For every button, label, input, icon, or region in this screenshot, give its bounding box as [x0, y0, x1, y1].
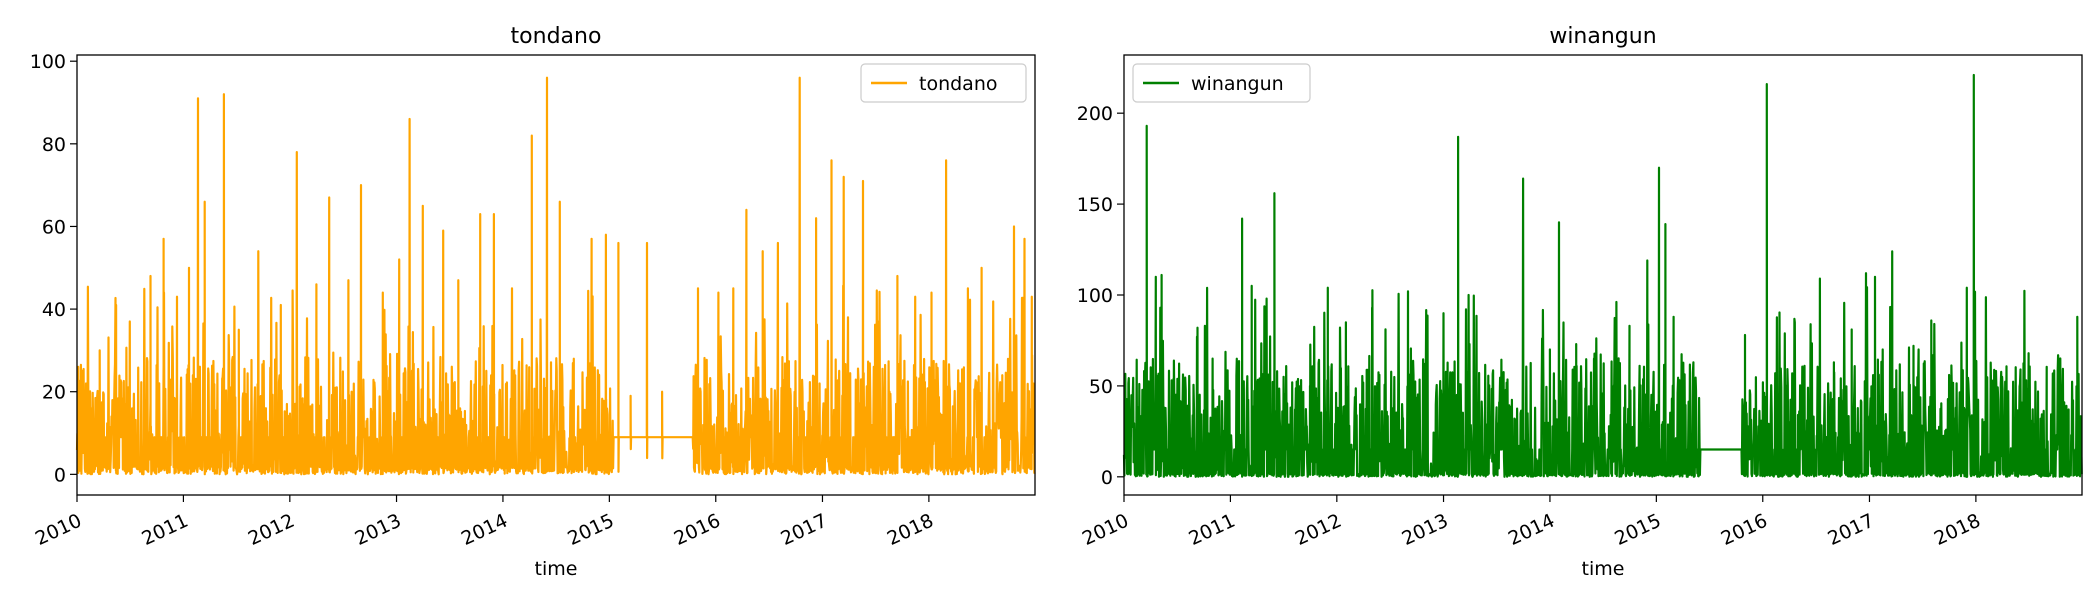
- x-axis: 2010 2011 2012 2013 2014 2015 2016 2017 2018: [1079, 495, 1984, 550]
- x-tick-label: 2016: [1718, 510, 1771, 550]
- x-tick-label: 2014: [1505, 510, 1558, 550]
- y-tick-label: 80: [42, 134, 66, 156]
- x-tick-label: 2010: [32, 510, 85, 550]
- y-tick-label: 60: [42, 216, 66, 238]
- x-tick-label: 2015: [564, 510, 617, 550]
- x-tick-label: 2017: [1824, 510, 1877, 550]
- x-tick-label: 2017: [777, 510, 830, 550]
- y-tick-label: 40: [42, 299, 66, 321]
- x-tick-label: 2011: [1185, 510, 1238, 550]
- y-tick-label: 50: [1089, 376, 1113, 398]
- x-tick-label: 2012: [1292, 510, 1345, 550]
- x-tick-label: 2015: [1611, 510, 1664, 550]
- x-tick-label: 2012: [245, 510, 298, 550]
- legend-box: [860, 63, 1027, 103]
- x-tick-label: 2011: [138, 510, 191, 550]
- x-axis-label: time: [1582, 558, 1625, 580]
- y-axis: 0 50 100 150 200: [1077, 103, 1124, 489]
- x-tick-label: 2018: [1931, 510, 1984, 550]
- chart-winangun: winangun 2010 2011 2012 2013 2014 2015 2016 201…: [1077, 24, 2083, 580]
- chart-title: tondano: [511, 24, 602, 49]
- legend-label: winangun: [1191, 73, 1284, 95]
- series-line-winangun: [1122, 73, 2083, 478]
- x-axis-label: time: [535, 558, 578, 580]
- legend-label: tondano: [919, 73, 998, 95]
- series-layer: [1122, 73, 2083, 478]
- plot-frame: [76, 54, 1036, 496]
- x-tick-label: 2013: [352, 510, 405, 550]
- x-tick-label: 2013: [1399, 510, 1452, 550]
- chart-tondano: tondano 2010 2011 2012 2013 2014 2015 2016 2017…: [30, 24, 1036, 580]
- y-tick-label: 100: [1077, 285, 1113, 307]
- y-tick-label: 20: [42, 382, 66, 404]
- chart-title: winangun: [1549, 24, 1656, 49]
- y-axis: 0 20 40 60 80 100: [30, 51, 77, 486]
- x-tick-label: 2014: [458, 510, 511, 550]
- x-axis: 2010 2011 2012 2013 2014 2015 2016 2017 2018: [32, 495, 937, 550]
- legend: tondano: [860, 63, 1027, 103]
- y-tick-label: 200: [1077, 103, 1113, 125]
- x-tick-label: 2016: [671, 510, 724, 550]
- y-tick-label: 0: [54, 464, 66, 486]
- plot-frame: [1123, 54, 2083, 496]
- legend-box: [1132, 63, 1311, 103]
- y-tick-label: 100: [30, 51, 66, 73]
- series-line-tondano: [75, 76, 1036, 476]
- x-tick-label: 2018: [884, 510, 937, 550]
- y-tick-label: 150: [1077, 194, 1113, 216]
- legend: winangun: [1132, 63, 1311, 103]
- x-tick-label: 2010: [1079, 510, 1132, 550]
- y-tick-label: 0: [1101, 467, 1113, 489]
- series-layer: [75, 76, 1036, 476]
